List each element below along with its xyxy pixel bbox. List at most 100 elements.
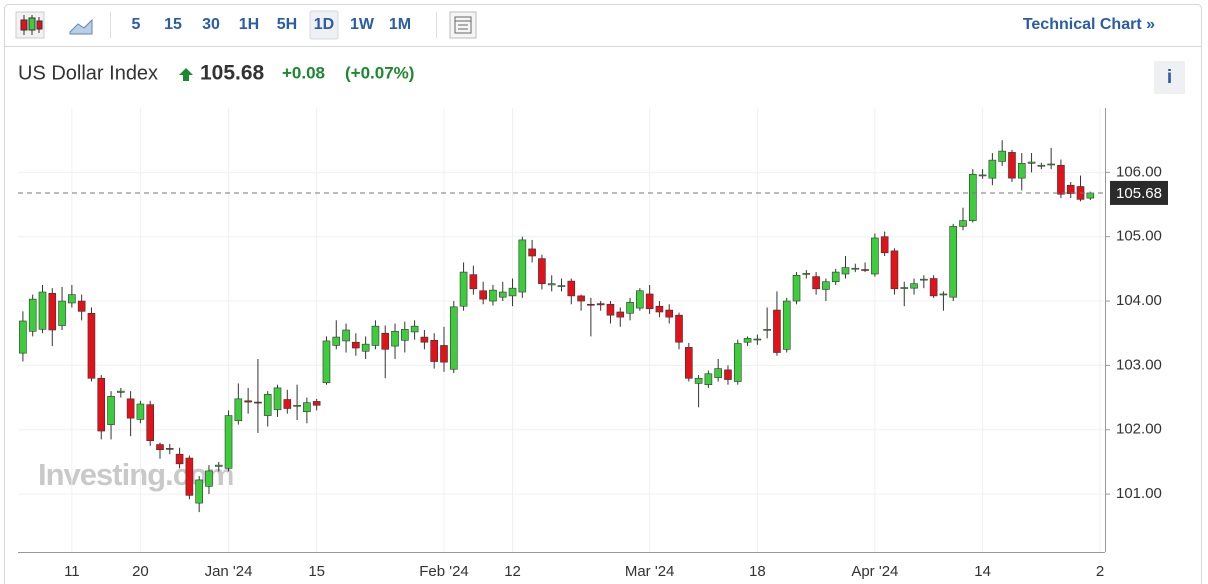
candle-body — [361, 343, 370, 352]
candle-body — [596, 303, 605, 306]
candle-body — [205, 470, 213, 487]
candle-body — [587, 303, 595, 306]
area-icon[interactable] — [69, 18, 93, 35]
candle-body — [616, 311, 625, 318]
candle-body — [273, 387, 282, 411]
candle-body — [146, 404, 155, 441]
candle-body — [224, 415, 233, 469]
x-tick-label: 20 — [132, 563, 149, 580]
candle-body — [557, 285, 566, 287]
candle-body — [156, 444, 164, 450]
x-tick-label: Apr '24 — [851, 563, 898, 580]
candle-body — [978, 174, 987, 177]
candle-body — [410, 325, 419, 333]
interval-button[interactable]: 15 — [164, 16, 182, 33]
candle-body — [489, 289, 497, 302]
candle-body — [636, 290, 644, 309]
candle-body — [880, 236, 889, 254]
candle-body — [1017, 163, 1026, 179]
candle-body — [214, 464, 223, 467]
candle-icon[interactable] — [15, 11, 45, 39]
candle-body — [126, 398, 135, 419]
candle-body — [371, 325, 380, 346]
candle-body — [508, 287, 517, 297]
chart: Investing.com 101.00 102.00 103.00 104.00 105… — [18, 108, 1168, 580]
instrument-name: US Dollar Index — [18, 62, 158, 84]
candle-body — [38, 291, 47, 330]
candle-body — [792, 275, 801, 302]
candle-body — [812, 276, 820, 290]
x-tick-label: 18 — [749, 563, 766, 580]
candle-body — [577, 295, 585, 302]
info-icon[interactable]: i — [1167, 67, 1172, 88]
x-tick-label: 11 — [64, 563, 80, 580]
candle-body — [685, 347, 693, 379]
interval-button[interactable]: 30 — [202, 16, 220, 33]
candle-body — [234, 398, 243, 422]
x-tick-label: 15 — [308, 563, 325, 580]
candle-body — [1037, 164, 1046, 167]
candle-body — [929, 278, 938, 297]
interval-button[interactable]: 1D — [314, 16, 334, 33]
candle-body — [939, 293, 948, 296]
candle-body — [733, 343, 742, 382]
y-tick-label: 105.00 — [1116, 228, 1162, 245]
candle-body — [831, 271, 840, 283]
candle-body — [959, 220, 967, 227]
layout-icon[interactable] — [449, 11, 477, 39]
candle-body — [117, 390, 125, 393]
candle-body — [77, 300, 86, 312]
candle-body — [538, 258, 546, 284]
candle-body — [28, 298, 37, 332]
candle-body — [851, 267, 860, 270]
candle-body — [968, 173, 977, 221]
candle-body — [626, 302, 634, 314]
candle-body — [87, 312, 96, 379]
candle-body — [871, 237, 879, 275]
candle-body — [244, 400, 252, 403]
frame — [4, 4, 1202, 584]
change-percent: (+0.07%) — [345, 63, 414, 82]
interval-bar: 5 15 30 1H 5H 1D 1W 1M — [132, 10, 411, 40]
info-button[interactable] — [1154, 61, 1185, 94]
candle-body — [440, 345, 448, 363]
candle-body — [694, 377, 703, 384]
interval-button[interactable]: 5 — [132, 16, 141, 33]
candle-body — [743, 338, 752, 343]
candle-body — [381, 332, 390, 350]
candle-body — [420, 336, 429, 343]
candle-body — [714, 368, 722, 378]
candle-body — [312, 401, 321, 406]
y-tick-label: 104.00 — [1116, 292, 1162, 309]
candle-body — [97, 377, 106, 432]
candle-body — [782, 300, 791, 350]
y-tick-label: 106.00 — [1116, 163, 1162, 180]
candle-body — [401, 329, 409, 341]
candle-body — [498, 291, 507, 298]
candle-body — [332, 336, 341, 346]
technical-chart-link[interactable]: Technical Chart » — [1023, 16, 1155, 33]
x-tick-label: Mar '24 — [625, 563, 675, 580]
interval-button[interactable]: 1H — [239, 16, 259, 33]
active-interval-box — [309, 10, 339, 40]
interval-button[interactable]: 1W — [350, 16, 375, 33]
candle-body — [900, 287, 909, 289]
candle-body — [763, 329, 771, 331]
interval-button[interactable]: 5H — [277, 16, 297, 33]
x-tick-label: 2 — [1096, 563, 1104, 580]
candle-body — [910, 283, 918, 289]
interval-button[interactable]: 1M — [389, 16, 411, 33]
candle-body — [459, 271, 468, 307]
x-tick-label: 14 — [974, 563, 991, 580]
candle-body — [195, 479, 203, 504]
candle-body — [988, 159, 997, 179]
candle-body — [48, 293, 57, 331]
candle-body — [293, 404, 301, 407]
candle-body — [1027, 161, 1036, 164]
price-label-box — [1110, 180, 1168, 205]
candle-body — [68, 294, 76, 304]
candle-body — [1086, 192, 1095, 199]
candle-body — [1047, 163, 1055, 166]
candle-body — [518, 239, 527, 293]
